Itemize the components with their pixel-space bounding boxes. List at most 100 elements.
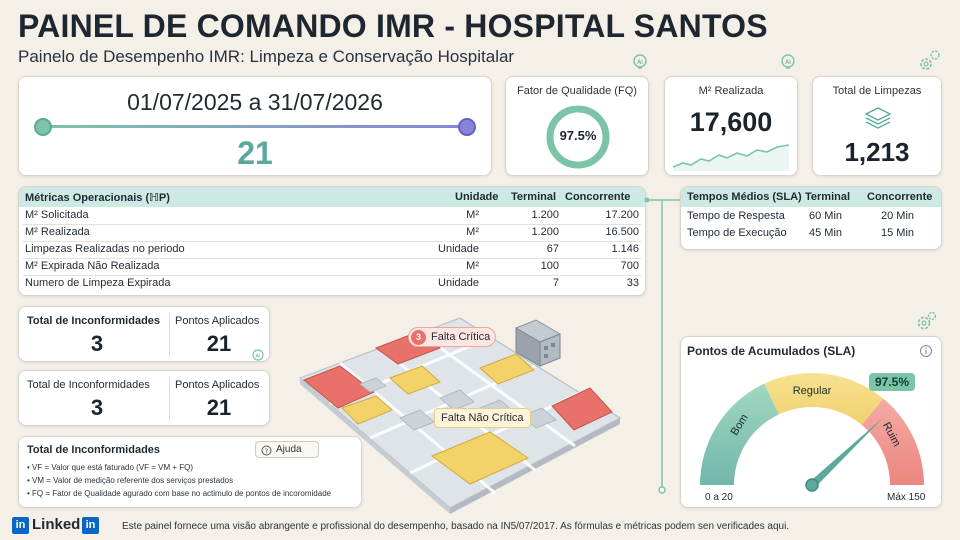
legend-card: Total de Inconformidades ? Ajuda • VF = … <box>18 436 362 508</box>
gauge-value-badge: 97.5% <box>869 373 916 391</box>
inconformities-label: Total de Inconformidades <box>27 315 161 327</box>
metrics-table-header <box>19 187 645 207</box>
table-cell: 17.200 <box>605 209 639 221</box>
linkedin-in-badge: in <box>82 517 99 534</box>
table-cell: Unidade <box>438 277 479 289</box>
table-cell: 20 Min <box>881 210 915 222</box>
inconformities-value: 3 <box>90 395 104 420</box>
cleanings-kpi-label: Total de Limpezas <box>832 85 922 97</box>
metrics-header-concorrente: Concorrente <box>565 191 631 203</box>
critical-count-badge: 3 <box>411 330 426 345</box>
table-cell: 700 <box>620 260 639 272</box>
date-range: 01/07/2025 a 31/07/2026 <box>127 89 383 115</box>
svg-text:AI: AI <box>785 59 791 66</box>
table-row: M² Solicitada <box>25 209 89 221</box>
quality-kpi-value: 97.5% <box>559 128 597 143</box>
metrics-header-metric: Métricas Operacionais (ℍP) <box>25 192 170 204</box>
m2-kpi-value: 17,600 <box>689 107 773 137</box>
points-value: 21 <box>206 331 232 356</box>
gauge-min-label: 0 a 20 <box>705 492 733 503</box>
points-label: Pontos Aplicados <box>175 379 260 391</box>
sla-table-header <box>681 187 941 207</box>
cleanings-kpi-value: 1,213 <box>844 137 910 167</box>
table-row: M² Realizada <box>25 226 90 238</box>
sla-gauge: Bom Regular Ruim <box>700 373 924 492</box>
connector-line <box>644 197 680 494</box>
quality-kpi-card: Fator de Qualidade (FQ) 97.5% <box>505 76 649 176</box>
room-critical[interactable] <box>303 365 375 409</box>
ai-bulb-icon: AI <box>252 349 264 361</box>
cleanings-kpi-card: Total de Limpezas 1,213 <box>812 76 942 176</box>
table-cell: Unidade <box>438 243 479 255</box>
metrics-header-unit: Unidade <box>455 191 499 203</box>
sla-header-terminal: Terminal <box>805 191 851 203</box>
settings-gears-icon[interactable] <box>914 310 938 334</box>
table-cell: 1.200 <box>531 209 559 221</box>
legend-line: • FQ = Fator de Qualidade agurado com ba… <box>27 489 332 498</box>
table-cell: M² <box>466 226 479 238</box>
help-icon: ? <box>261 445 272 456</box>
info-icon[interactable] <box>919 344 933 358</box>
ai-bulb-icon: AI <box>781 54 795 69</box>
building-icon <box>514 319 562 367</box>
svg-text:?: ? <box>265 447 269 455</box>
table-cell: 60 Min <box>809 210 843 222</box>
room-noncritical[interactable] <box>341 395 393 425</box>
table-row: Limpezas Realizadas no periodo <box>25 243 185 255</box>
period-slider[interactable] <box>33 117 479 137</box>
inconformities-card-2: Total de Inconformidades 3 Pontos Aplica… <box>18 370 270 426</box>
inconformities-card-1: Total de Inconformidades 3 Pontos Aplica… <box>18 306 270 362</box>
settings-gears-icon[interactable] <box>916 48 942 74</box>
noncritical-fault-label[interactable]: Falta Não Crítica <box>434 408 531 428</box>
room-noncritical[interactable] <box>479 353 535 385</box>
gauge-max-label: Máx 150 <box>887 492 926 503</box>
page-title: PAINEL DE COMANDO IMR - HOSPITAL SANTOS <box>18 8 768 44</box>
svg-text:AI: AI <box>637 59 643 66</box>
linkedin-brand-text: Linked <box>32 516 81 533</box>
m2-sparkline <box>672 144 790 171</box>
m2-kpi-label: M² Realizada <box>698 85 764 97</box>
sla-header-concorrente: Concorrente <box>867 191 933 203</box>
period-count: 21 <box>237 135 273 171</box>
table-cell: 7 <box>552 277 559 289</box>
critical-fault-label: Falta Crítica <box>431 331 491 343</box>
sla-header-metric: Tempos Médios (SLA) <box>687 191 802 203</box>
gauge-hub <box>805 478 819 492</box>
metrics-table: Métricas Operacionais (ℍP) Unidade Termi… <box>18 186 646 296</box>
room-noncritical[interactable] <box>430 431 530 485</box>
table-row: Tempo de Respesta <box>687 210 785 222</box>
quality-kpi-label: Fator de Qualidade (FQ) <box>517 85 637 97</box>
table-cell: 1.146 <box>611 243 639 255</box>
legend-line: • VF = Valor que está faturado (VF = VM … <box>27 463 194 472</box>
table-cell: 1.200 <box>531 226 559 238</box>
footer-note: Este painel fornece uma visão abrangente… <box>122 521 790 532</box>
table-cell: 15 Min <box>881 227 915 239</box>
table-cell: 16.500 <box>605 226 639 238</box>
room-critical[interactable] <box>551 387 613 431</box>
gauge-title: Pontos de Acumulados (SLA) <box>687 344 856 358</box>
table-cell: M² <box>466 260 479 272</box>
sla-gauge-card: Pontos de Acumulados (SLA) Bom Regular R… <box>680 336 942 508</box>
help-button-label: Ajuda <box>276 444 302 455</box>
legend-title: Total de Inconformidades <box>27 444 161 456</box>
legend-line: • VM = Valor de medição referente dos se… <box>27 476 234 485</box>
linkedin-logo[interactable]: in Linked in <box>12 514 104 536</box>
table-cell: 33 <box>626 277 639 289</box>
quality-ring <box>546 105 610 169</box>
svg-text:AI: AI <box>256 354 261 360</box>
page-subtitle: Painelo de Desempenho IMR: Limpeza e Con… <box>18 47 515 66</box>
table-cell: 45 Min <box>809 227 843 239</box>
metrics-header-terminal: Terminal <box>511 191 557 203</box>
points-label: Pontos Aplicados <box>175 315 260 327</box>
room-noncritical[interactable] <box>389 365 441 395</box>
help-button[interactable]: ? Ajuda <box>255 441 319 458</box>
critical-fault-callout[interactable]: 3 Falta Crítica <box>408 327 496 347</box>
table-row: M² Expirada Não Realizada <box>25 260 160 272</box>
sla-table: Tempos Médios (SLA) Terminal Concorrente… <box>680 186 942 250</box>
table-row: Numero de Limpeza Expirada <box>25 277 171 289</box>
inconformities-value: 3 <box>90 331 104 356</box>
gauge-zone-regular: Regular <box>793 385 832 397</box>
table-cell: 100 <box>540 260 559 272</box>
linkedin-in-icon: in <box>12 517 29 534</box>
layers-icon <box>864 107 892 129</box>
